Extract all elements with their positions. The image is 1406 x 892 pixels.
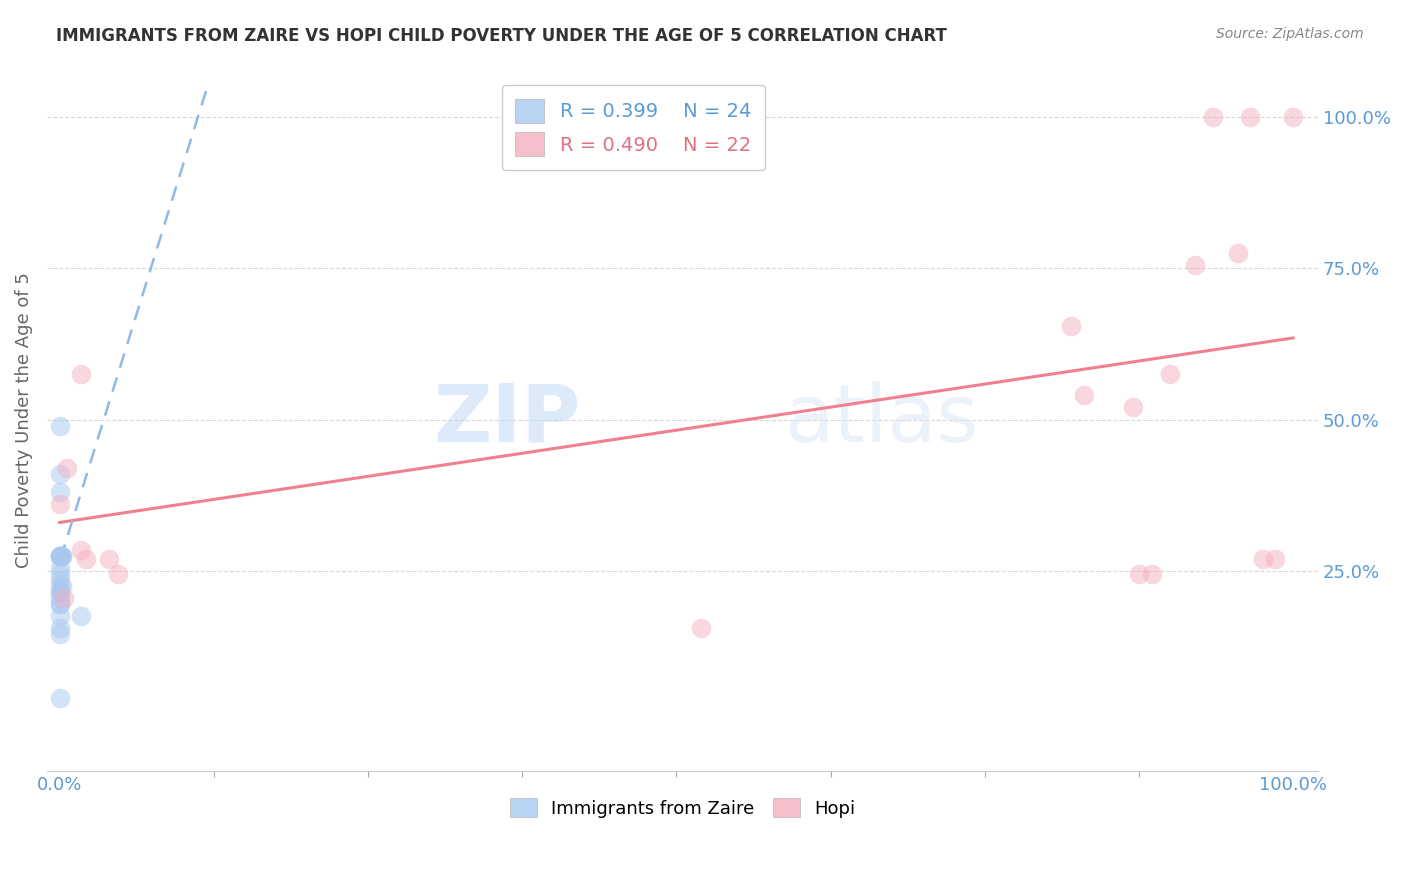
Point	[1239, 110, 1261, 124]
Point	[49, 691, 72, 706]
Point	[49, 627, 72, 641]
Point	[1122, 401, 1144, 415]
Point	[55, 461, 77, 475]
Point	[49, 597, 72, 611]
Point	[49, 467, 72, 481]
Point	[49, 485, 72, 500]
Point	[1159, 368, 1181, 382]
Point	[690, 622, 713, 636]
Point	[1184, 258, 1206, 272]
Point	[49, 585, 72, 599]
Point	[53, 591, 76, 606]
Point	[1140, 566, 1163, 581]
Point	[70, 609, 93, 624]
Point	[49, 591, 72, 606]
Point	[49, 497, 72, 511]
Point	[49, 573, 72, 587]
Point	[1282, 110, 1305, 124]
Point	[1264, 551, 1286, 566]
Point	[49, 549, 72, 563]
Point	[1226, 246, 1249, 260]
Text: Source: ZipAtlas.com: Source: ZipAtlas.com	[1216, 27, 1364, 41]
Point	[1128, 566, 1150, 581]
Point	[49, 561, 72, 575]
Point	[1251, 551, 1274, 566]
Point	[49, 418, 72, 433]
Text: IMMIGRANTS FROM ZAIRE VS HOPI CHILD POVERTY UNDER THE AGE OF 5 CORRELATION CHART: IMMIGRANTS FROM ZAIRE VS HOPI CHILD POVE…	[56, 27, 948, 45]
Point	[49, 549, 72, 563]
Point	[75, 551, 97, 566]
Point	[49, 585, 72, 599]
Point	[49, 566, 72, 581]
Legend: Immigrants from Zaire, Hopi: Immigrants from Zaire, Hopi	[502, 791, 862, 825]
Point	[107, 566, 129, 581]
Point	[1060, 318, 1083, 333]
Point	[97, 551, 120, 566]
Point	[1202, 110, 1225, 124]
Point	[49, 549, 72, 563]
Point	[51, 549, 73, 563]
Point	[1073, 388, 1095, 402]
Point	[51, 549, 73, 563]
Point	[49, 622, 72, 636]
Text: atlas: atlas	[785, 381, 979, 458]
Text: ZIP: ZIP	[433, 381, 581, 458]
Point	[49, 597, 72, 611]
Point	[49, 549, 72, 563]
Point	[49, 609, 72, 624]
Point	[49, 579, 72, 593]
Y-axis label: Child Poverty Under the Age of 5: Child Poverty Under the Age of 5	[15, 272, 32, 567]
Point	[70, 542, 93, 557]
Point	[70, 368, 93, 382]
Point	[51, 579, 73, 593]
